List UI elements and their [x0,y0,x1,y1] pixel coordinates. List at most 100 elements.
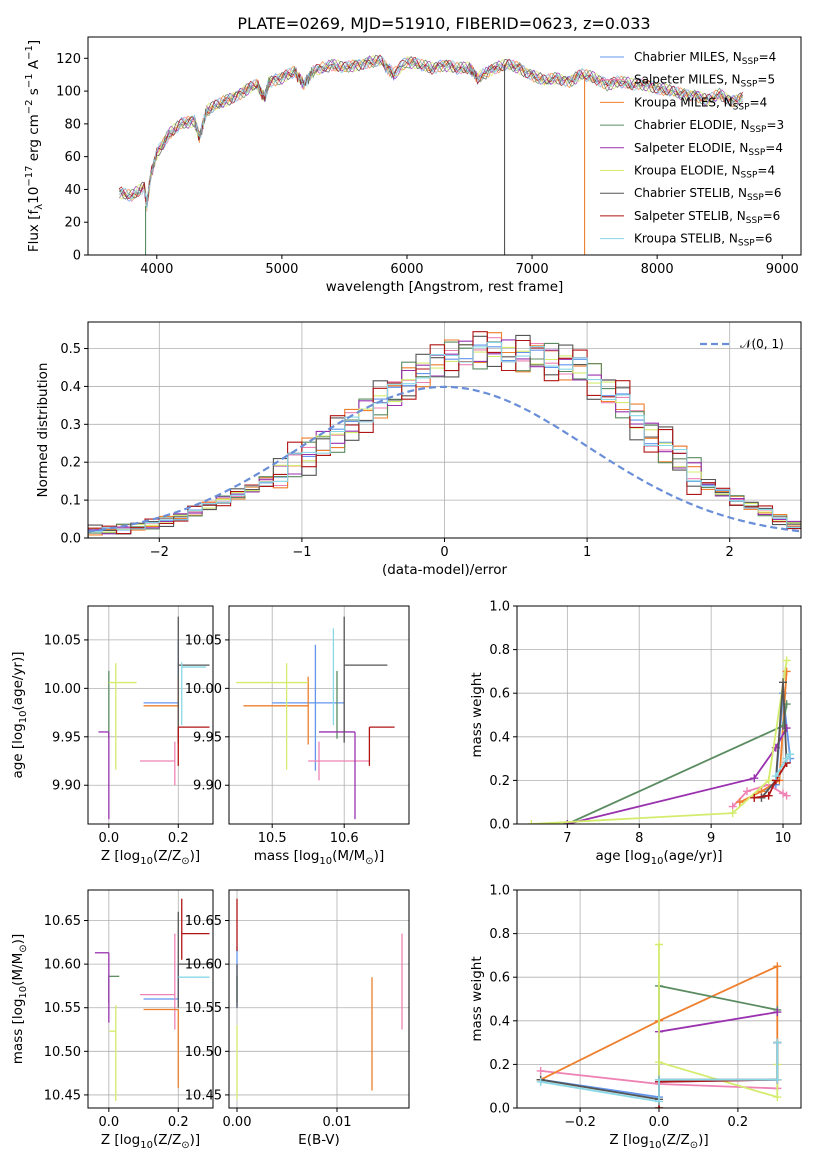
spectrum-line [119,54,743,205]
x-tick-label: 0.01 [323,1115,352,1130]
legend-count: =4 [750,95,768,109]
legend-label: Salpeter STELIB, NSSP=6 [634,209,780,226]
mass-weight-line [658,944,779,1108]
x-tick-label: 9000 [766,262,799,277]
y-tick-label: 10.65 [44,914,81,929]
label-text: A [26,59,42,73]
y-tick-label: 1.0 [489,884,510,899]
y-tick-label: 0.6 [489,971,510,986]
x-tick-label: 5000 [265,262,298,277]
mass-weight-marker [782,791,791,800]
x-tick-label: 7000 [516,262,549,277]
axes-frame [87,605,214,825]
legend-label: Chabrier MILES, NSSP=4 [634,50,776,67]
mass-weight-marker [771,772,780,781]
mass-weight-line [754,762,788,799]
mass-weight-marker [764,791,773,800]
label-text: )] [374,848,385,864]
x-tick-label: 0.00 [223,1115,252,1130]
y-tick-label: 10.65 [185,914,222,929]
y-tick-label: 10.45 [44,1088,81,1103]
y-tick-label: 10.05 [44,633,81,648]
x-tick-label: 10.6 [330,831,359,846]
y-tick-label: 0.1 [60,494,81,509]
y-tick-label: 9.95 [52,730,81,745]
mass-weight-line [760,682,788,799]
mass-weight-marker [750,774,759,783]
label-subscript: ⊙ [181,856,189,867]
y-axis-label: mass [log10​(M/M⊙​)] [10,934,29,1064]
label-superscript: −1 [24,45,35,60]
plot-area [527,656,795,824]
legend-subscript: SSP [747,193,764,203]
y-tick-label: 9.90 [52,779,81,794]
x-tick-label: 1 [583,545,591,560]
y-tick-label: 10.50 [44,1045,81,1060]
legend-name: Chabrier ELODIE, N [634,118,750,132]
label-subscript: 10 [18,711,29,724]
grid-lines [229,890,409,1108]
mass-weight-marker [773,1075,782,1084]
x-tick-label: 0.2 [728,1115,749,1130]
y-tick-label: 0.5 [60,342,81,357]
mass-vs-reddening-panel: 0.00 0.01 10.45 10.50 10.55 10.60 10.65 E(B-V) [185,889,410,1148]
legend-count: =6 [763,209,781,223]
x-axis-label: Z [log10​(Z/Z⊙​)] [101,1132,200,1151]
residual-histogram [88,341,801,538]
label-text: Z [log [101,848,140,864]
x-tick-label: 2 [726,545,734,560]
mass-weight-marker [743,787,752,796]
gaussian-legend-label: 𝒩(0, 1) [740,337,784,351]
x-tick-label: 0.0 [98,1115,119,1130]
x-tick-label: 0.0 [98,831,119,846]
y-axis-label: mass weight [469,956,485,1041]
legend-label: Kroupa MILES, NSSP=4 [634,95,767,112]
y-tick-label: 60 [64,150,81,165]
label-text: (Z/Z [153,1132,181,1148]
plot-area [118,54,743,255]
x-tick-label: −0.2 [564,1115,596,1130]
y-tick-label: 0.8 [489,927,510,942]
spectrum-line [118,54,743,210]
label-text: mass weight [469,672,485,757]
y-tick-label: 0.2 [60,456,81,471]
legend-name: Chabrier STELIB, N [634,186,747,200]
label-text: )] [698,1132,709,1148]
label-text: )] [10,934,26,945]
label-text: s [26,88,42,99]
y-tick-label: 40 [64,183,81,198]
legend-subscript: SSP [741,171,758,181]
x-tick-label: −2 [150,545,169,560]
mass-weight-marker [728,809,737,818]
label-subscript: 10 [319,856,332,867]
mass-weight-line [531,660,788,824]
y-tick-label: 0.4 [489,1014,510,1029]
label-subscript: 10 [651,856,664,867]
label-text: erg cm [26,114,42,165]
x-axis-label: age [log10​(age/yr)] [595,848,722,867]
legend-subscript: SSP [746,216,763,226]
mass-weight-line [540,964,779,1081]
x-axis-label: Z [log10​(Z/Z⊙​)] [609,1132,708,1151]
spectrum-panel: 4000 5000 6000 7000 8000 9000 0 20 40 60 80 100 120 w… [24,36,802,295]
plot-area [536,940,782,1108]
mass-weight-line [566,703,788,824]
y-tick-label: 10.60 [44,958,81,973]
legend-name: Kroupa MILES, N [634,95,733,109]
legend-name: Salpeter ELODIE, N [634,141,748,155]
legend-label: Chabrier ELODIE, NSSP=3 [634,118,784,135]
mass-weight-vs-metallicity-panel: −0.2 0.0 0.2 0.0 0.2 0.4 0.6 0.8 1.0 Z [log10​(Z/… [469,884,802,1151]
y-tick-label: 10.00 [44,682,81,697]
mass-weight-marker [782,754,791,763]
x-tick-label: 0 [440,545,448,560]
grid-lines [229,606,409,824]
label-text: age [log [595,848,650,864]
x-tick-label: 0.0 [649,1115,670,1130]
plot-area [94,898,213,1102]
y-tick-label: 80 [64,117,81,132]
axes-frame [87,889,214,1109]
y-tick-label: 1.0 [489,600,510,615]
label-text: (M/M [332,848,365,864]
mass-weight-marker [773,1008,782,1017]
